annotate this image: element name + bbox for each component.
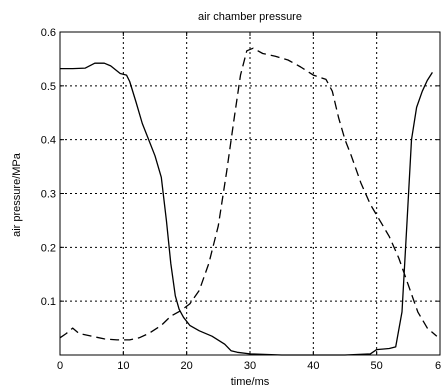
y-tick-label: 0.1 [41,296,56,308]
series-line-solid [60,62,433,356]
y-tick-label: 0.2 [41,242,56,254]
series-layer [59,47,438,356]
x-axis-label: time/ms [231,376,270,387]
y-axis-label: air pressure/MPa [11,152,23,237]
y-tick-label: 0.3 [41,189,56,201]
x-tick-label: 6 [435,360,441,372]
y-tick-label: 0.6 [41,27,56,39]
chart-title: air chamber pressure [198,11,302,23]
tick-labels: 0 10 20 30 40 50 6 0.1 0.2 0.3 0.4 0.5 0.6 [41,27,441,372]
series-line-dashed [59,47,438,341]
grid-lines [60,32,440,355]
x-tick-label: 0 [57,360,63,372]
tick-marks [59,31,441,355]
y-tick-label: 0.4 [41,135,56,147]
y-tick-label: 0.5 [41,81,56,93]
x-tick-label: 40 [307,360,319,372]
x-tick-label: 50 [371,360,383,372]
x-tick-label: 30 [244,360,256,372]
x-tick-label: 20 [181,360,193,372]
x-tick-label: 10 [117,360,129,372]
